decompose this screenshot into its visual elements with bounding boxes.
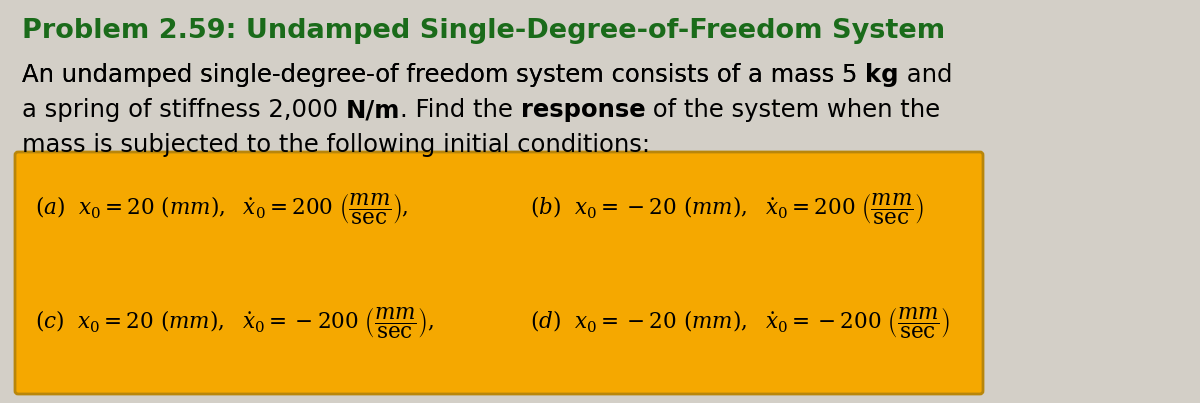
Text: $(c)$  $x_0 = 20\ (mm),\ \ \dot{x}_0 = -200\ \left(\dfrac{mm}{\mathrm{sec}}\righ: $(c)$ $x_0 = 20\ (mm),\ \ \dot{x}_0 = -2… bbox=[35, 305, 433, 341]
Text: kg: kg bbox=[865, 63, 899, 87]
Text: and: and bbox=[899, 63, 952, 87]
FancyBboxPatch shape bbox=[14, 152, 983, 394]
Text: response: response bbox=[521, 98, 646, 122]
Text: An undamped single-degree-of freedom system consists of a mass 5: An undamped single-degree-of freedom sys… bbox=[22, 63, 865, 87]
Text: N/m: N/m bbox=[346, 98, 400, 122]
Text: $(a)$  $x_0 = 20\ (mm),\ \ \dot{x}_0 = 200\ \left(\dfrac{mm}{\mathrm{sec}}\right: $(a)$ $x_0 = 20\ (mm),\ \ \dot{x}_0 = 20… bbox=[35, 191, 408, 226]
Text: $(b)$  $x_0 = -20\ (mm),\ \ \dot{x}_0 = 200\ \left(\dfrac{mm}{\mathrm{sec}}\righ: $(b)$ $x_0 = -20\ (mm),\ \ \dot{x}_0 = 2… bbox=[530, 191, 924, 226]
Text: $(d)$  $x_0 = -20\ (mm),\ \ \dot{x}_0 = -200\ \left(\dfrac{mm}{\mathrm{sec}}\rig: $(d)$ $x_0 = -20\ (mm),\ \ \dot{x}_0 = -… bbox=[530, 305, 950, 341]
Text: An undamped single-degree-of freedom system consists of a mass 5: An undamped single-degree-of freedom sys… bbox=[22, 63, 865, 87]
Text: a spring of stiffness 2,000: a spring of stiffness 2,000 bbox=[22, 98, 346, 122]
Text: . Find the: . Find the bbox=[400, 98, 521, 122]
Text: mass is subjected to the following initial conditions:: mass is subjected to the following initi… bbox=[22, 133, 650, 157]
Text: Problem 2.59: Undamped Single-Degree-of-Freedom System: Problem 2.59: Undamped Single-Degree-of-… bbox=[22, 18, 946, 44]
Text: of the system when the: of the system when the bbox=[646, 98, 941, 122]
